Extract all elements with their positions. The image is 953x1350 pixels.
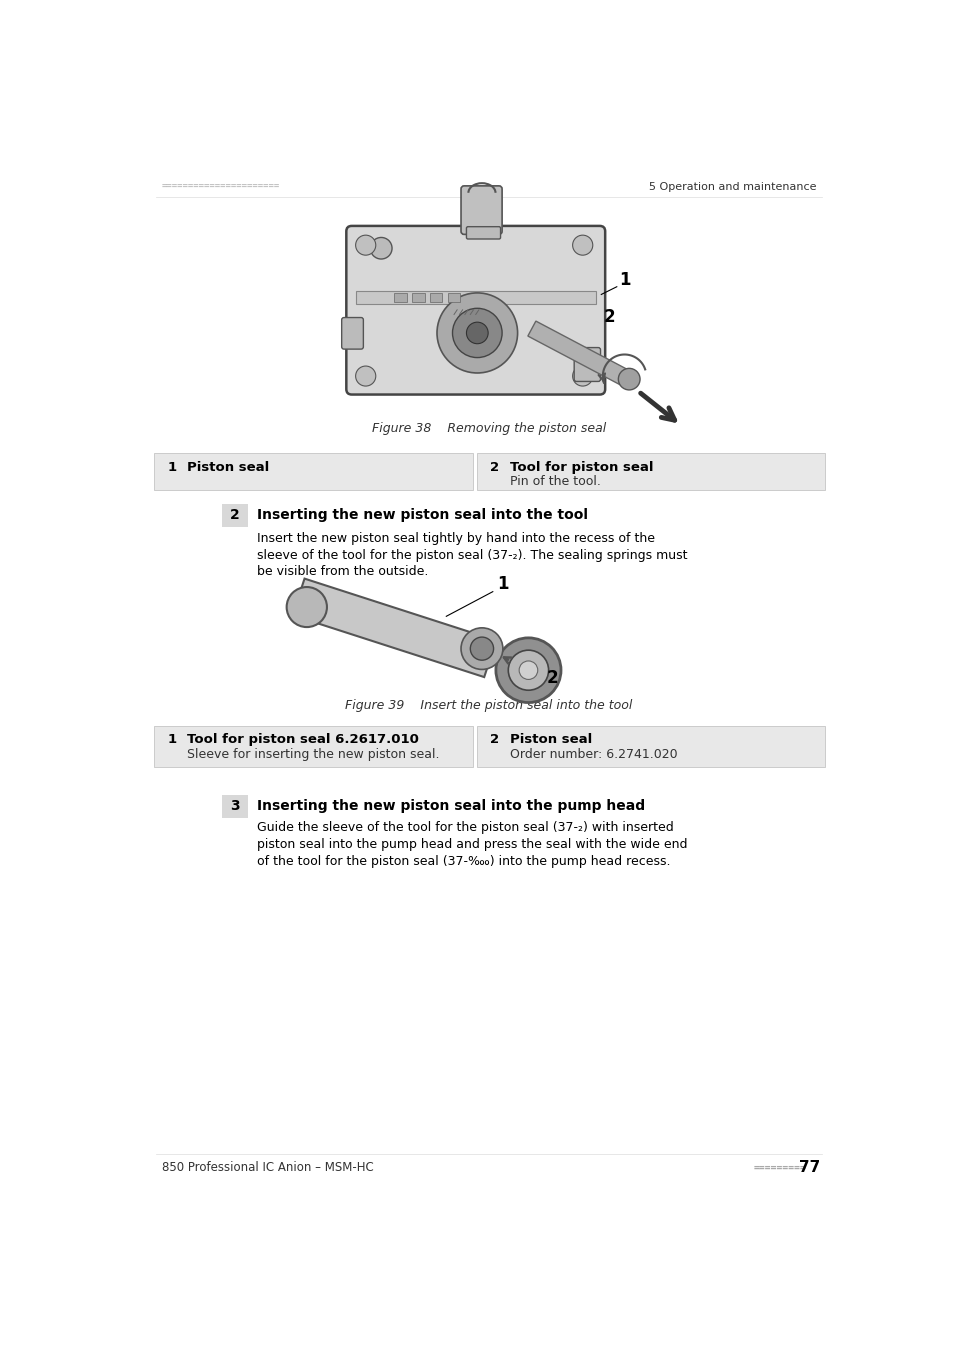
Bar	[221, 795, 248, 818]
Text: 2: 2	[489, 460, 498, 474]
Text: 77: 77	[799, 1160, 820, 1174]
Polygon shape	[293, 579, 496, 678]
Text: of the tool for the piston seal (37-‱) into the pump head recess.: of the tool for the piston seal (37-‱) i…	[257, 855, 670, 868]
FancyBboxPatch shape	[466, 227, 500, 239]
Text: Order number: 6.2741.020: Order number: 6.2741.020	[509, 748, 677, 761]
Bar	[430, 293, 442, 302]
Text: =========: =========	[753, 1162, 805, 1173]
FancyBboxPatch shape	[355, 290, 596, 305]
Circle shape	[618, 369, 639, 390]
Text: 1: 1	[618, 271, 630, 289]
Polygon shape	[527, 321, 628, 385]
Circle shape	[436, 293, 517, 373]
Text: Inserting the new piston seal into the pump head: Inserting the new piston seal into the p…	[257, 799, 644, 814]
Text: 1: 1	[497, 575, 508, 594]
Text: 2: 2	[546, 668, 558, 687]
Circle shape	[286, 587, 327, 628]
Bar	[394, 293, 406, 302]
Text: Piston seal: Piston seal	[187, 460, 270, 474]
Text: 2: 2	[603, 308, 615, 327]
Circle shape	[572, 366, 592, 386]
Circle shape	[496, 637, 560, 702]
Text: Tool for piston seal: Tool for piston seal	[509, 460, 653, 474]
Circle shape	[370, 238, 392, 259]
Text: ======================: ======================	[162, 182, 280, 192]
Bar	[154, 726, 473, 767]
Text: 2: 2	[489, 733, 498, 747]
Text: piston seal into the pump head and press the seal with the wide end: piston seal into the pump head and press…	[257, 838, 687, 850]
Circle shape	[572, 235, 592, 255]
Bar	[412, 293, 424, 302]
Text: Guide the sleeve of the tool for the piston seal (37-₂) with inserted: Guide the sleeve of the tool for the pis…	[257, 821, 673, 834]
Text: Sleeve for inserting the new piston seal.: Sleeve for inserting the new piston seal…	[187, 748, 439, 761]
Bar	[476, 726, 823, 767]
Circle shape	[508, 651, 548, 690]
Text: Inserting the new piston seal into the tool: Inserting the new piston seal into the t…	[257, 509, 588, 522]
FancyBboxPatch shape	[574, 347, 599, 382]
Text: be visible from the outside.: be visible from the outside.	[257, 566, 428, 579]
Circle shape	[470, 637, 493, 660]
Text: Insert the new piston seal tightly by hand into the recess of the: Insert the new piston seal tightly by ha…	[257, 532, 655, 544]
FancyBboxPatch shape	[460, 186, 501, 235]
Circle shape	[460, 628, 502, 670]
FancyBboxPatch shape	[341, 317, 363, 350]
Circle shape	[355, 235, 375, 255]
Text: 1: 1	[167, 460, 176, 474]
Text: 3: 3	[230, 799, 239, 814]
Bar	[154, 454, 473, 490]
Text: Figure 39    Insert the piston seal into the tool: Figure 39 Insert the piston seal into th…	[345, 699, 632, 711]
Text: Piston seal: Piston seal	[509, 733, 592, 747]
Text: Tool for piston seal 6.2617.010: Tool for piston seal 6.2617.010	[187, 733, 419, 747]
Text: 2: 2	[230, 509, 239, 522]
Text: 1: 1	[167, 733, 176, 747]
Text: 850 Professional IC Anion – MSM-HC: 850 Professional IC Anion – MSM-HC	[162, 1161, 374, 1174]
Circle shape	[518, 662, 537, 679]
Circle shape	[355, 366, 375, 386]
Text: Pin of the tool.: Pin of the tool.	[509, 475, 600, 487]
Bar	[221, 504, 248, 526]
Text: 5 Operation and maintenance: 5 Operation and maintenance	[649, 182, 816, 192]
Circle shape	[452, 308, 501, 358]
FancyBboxPatch shape	[346, 225, 604, 394]
Circle shape	[466, 323, 488, 344]
Bar	[447, 293, 459, 302]
Text: Figure 38    Removing the piston seal: Figure 38 Removing the piston seal	[372, 423, 605, 435]
Bar	[476, 454, 823, 490]
Text: sleeve of the tool for the piston seal (37-₂). The sealing springs must: sleeve of the tool for the piston seal (…	[257, 548, 687, 562]
